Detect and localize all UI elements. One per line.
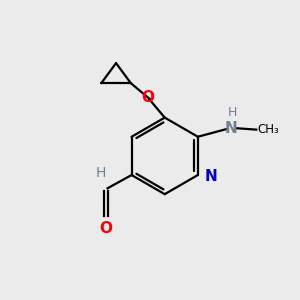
Text: O: O — [141, 90, 154, 105]
Text: N: N — [225, 121, 238, 136]
Text: H: H — [96, 166, 106, 180]
Text: H: H — [228, 106, 237, 119]
Text: O: O — [100, 221, 112, 236]
Text: CH₃: CH₃ — [258, 123, 280, 136]
Text: N: N — [204, 169, 217, 184]
